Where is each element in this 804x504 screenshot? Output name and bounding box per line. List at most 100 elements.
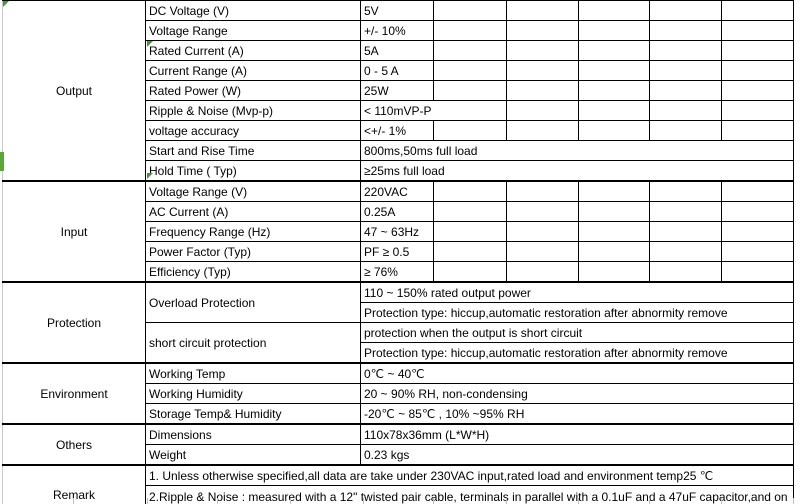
- section-cell-environment[interactable]: Environment: [2, 362, 146, 425]
- empty-cell[interactable]: [649, 180, 722, 202]
- param-cell-storage-temp-humidity[interactable]: Storage Temp& Humidity: [145, 403, 361, 425]
- value-cell-frequency-range[interactable]: 47 ~ 63Hz: [360, 221, 434, 242]
- empty-cell[interactable]: [433, 221, 507, 242]
- value-cell-dc-voltage[interactable]: 5V: [360, 0, 434, 21]
- param-cell-voltage-accuracy[interactable]: voltage accuracy: [145, 120, 361, 141]
- param-cell-frequency-range[interactable]: Frequency Range (Hz): [145, 221, 361, 242]
- empty-cell[interactable]: [433, 120, 507, 141]
- value-cell-short-circuit-type[interactable]: Protection type: hiccup,automatic restor…: [360, 342, 794, 364]
- empty-cell[interactable]: [649, 20, 722, 41]
- value-cell-remark-note-1[interactable]: 1. Unless otherwise specified,all data a…: [145, 464, 794, 486]
- empty-cell[interactable]: [649, 40, 722, 61]
- value-cell-input-voltage-range[interactable]: 220VAC: [360, 180, 434, 202]
- empty-cell[interactable]: [721, 60, 794, 81]
- param-cell-working-humidity[interactable]: Working Humidity: [145, 383, 361, 404]
- empty-cell[interactable]: [649, 60, 722, 81]
- empty-cell[interactable]: [578, 60, 650, 81]
- value-cell-remark-note-2[interactable]: 2.Ripple & Noise : measured with a 12" t…: [145, 485, 794, 504]
- param-cell-ripple-noise[interactable]: Ripple & Noise (Mvp-p): [145, 100, 361, 121]
- value-cell-overload-type[interactable]: Protection type: hiccup,automatic restor…: [360, 302, 794, 323]
- empty-cell[interactable]: [578, 0, 650, 21]
- empty-cell[interactable]: [506, 40, 579, 61]
- param-cell-voltage-range[interactable]: Voltage Range: [145, 20, 361, 41]
- param-cell-input-voltage-range[interactable]: Voltage Range (V): [145, 180, 361, 202]
- section-cell-input[interactable]: Input: [2, 180, 146, 283]
- section-cell-output[interactable]: Output: [2, 0, 146, 182]
- param-cell-start-rise-time[interactable]: Start and Rise Time: [145, 140, 361, 161]
- empty-cell[interactable]: [433, 180, 507, 202]
- empty-cell[interactable]: [578, 201, 650, 222]
- empty-cell[interactable]: [506, 241, 579, 262]
- empty-cell[interactable]: [721, 80, 794, 101]
- empty-cell[interactable]: [506, 0, 579, 21]
- param-cell-rated-current[interactable]: Rated Current (A): [145, 40, 361, 61]
- value-cell-rated-power[interactable]: 25W: [360, 80, 434, 101]
- empty-cell[interactable]: [649, 201, 722, 222]
- value-cell-weight[interactable]: 0.23 kgs: [360, 444, 794, 466]
- empty-cell[interactable]: [433, 0, 507, 21]
- empty-cell[interactable]: [506, 221, 579, 242]
- empty-cell[interactable]: [433, 201, 507, 222]
- empty-cell[interactable]: [649, 261, 722, 283]
- empty-cell[interactable]: [721, 221, 794, 242]
- param-cell-efficiency[interactable]: Efficiency (Typ): [145, 261, 361, 283]
- empty-cell[interactable]: [433, 241, 507, 262]
- empty-cell[interactable]: [649, 120, 722, 141]
- value-cell-working-humidity[interactable]: 20 ~ 90% RH, non-condensing: [360, 383, 794, 404]
- empty-cell[interactable]: [721, 100, 794, 121]
- empty-cell[interactable]: [433, 80, 507, 101]
- param-cell-current-range[interactable]: Current Range (A): [145, 60, 361, 81]
- empty-cell[interactable]: [506, 180, 579, 202]
- empty-cell[interactable]: [649, 80, 722, 101]
- value-cell-start-rise-time[interactable]: 800ms,50ms full load: [360, 140, 794, 161]
- empty-cell[interactable]: [578, 40, 650, 61]
- empty-cell[interactable]: [506, 80, 579, 101]
- empty-cell[interactable]: [721, 180, 794, 202]
- param-cell-short-circuit[interactable]: short circuit protection: [145, 322, 361, 364]
- empty-cell[interactable]: [506, 60, 579, 81]
- empty-cell[interactable]: [506, 261, 579, 283]
- empty-cell[interactable]: [578, 100, 650, 121]
- value-cell-ripple-noise[interactable]: < 110mVP-P: [360, 100, 507, 121]
- param-cell-rated-power[interactable]: Rated Power (W): [145, 80, 361, 101]
- empty-cell[interactable]: [506, 100, 579, 121]
- param-cell-overload-protection[interactable]: Overload Protection: [145, 281, 361, 323]
- empty-cell[interactable]: [721, 261, 794, 283]
- value-cell-voltage-accuracy[interactable]: <+/- 1%: [360, 120, 434, 141]
- empty-cell[interactable]: [433, 60, 507, 81]
- empty-cell[interactable]: [649, 241, 722, 262]
- empty-cell[interactable]: [433, 40, 507, 61]
- empty-cell[interactable]: [578, 221, 650, 242]
- empty-cell[interactable]: [721, 120, 794, 141]
- empty-cell[interactable]: [721, 20, 794, 41]
- empty-cell[interactable]: [578, 120, 650, 141]
- value-cell-working-temp[interactable]: 0℃ ~ 40℃: [360, 362, 794, 384]
- empty-cell[interactable]: [433, 261, 507, 283]
- param-cell-weight[interactable]: Weight: [145, 444, 361, 466]
- param-cell-working-temp[interactable]: Working Temp: [145, 362, 361, 384]
- empty-cell[interactable]: [578, 180, 650, 202]
- param-cell-dimensions[interactable]: Dimensions: [145, 423, 361, 445]
- param-cell-power-factor[interactable]: Power Factor (Typ): [145, 241, 361, 262]
- section-cell-protection[interactable]: Protection: [2, 281, 146, 364]
- empty-cell[interactable]: [578, 261, 650, 283]
- empty-cell[interactable]: [506, 201, 579, 222]
- empty-cell[interactable]: [578, 80, 650, 101]
- empty-cell[interactable]: [578, 20, 650, 41]
- empty-cell[interactable]: [721, 241, 794, 262]
- section-cell-others[interactable]: Others: [2, 423, 146, 466]
- value-cell-efficiency[interactable]: ≥ 76%: [360, 261, 434, 283]
- value-cell-dimensions[interactable]: 110x78x36mm (L*W*H): [360, 423, 794, 445]
- empty-cell[interactable]: [649, 221, 722, 242]
- empty-cell[interactable]: [721, 40, 794, 61]
- value-cell-short-circuit-behavior[interactable]: protection when the output is short circ…: [360, 322, 794, 343]
- value-cell-storage-temp-humidity[interactable]: -20℃ ~ 85℃ , 10% ~95% RH: [360, 403, 794, 425]
- param-cell-ac-current[interactable]: AC Current (A): [145, 201, 361, 222]
- value-cell-overload-range[interactable]: 110 ~ 150% rated output power: [360, 281, 794, 303]
- empty-cell[interactable]: [433, 20, 507, 41]
- empty-cell[interactable]: [578, 241, 650, 262]
- empty-cell[interactable]: [649, 100, 722, 121]
- value-cell-hold-time[interactable]: ≥25ms full load: [360, 160, 794, 182]
- empty-cell[interactable]: [506, 120, 579, 141]
- value-cell-power-factor[interactable]: PF ≥ 0.5: [360, 241, 434, 262]
